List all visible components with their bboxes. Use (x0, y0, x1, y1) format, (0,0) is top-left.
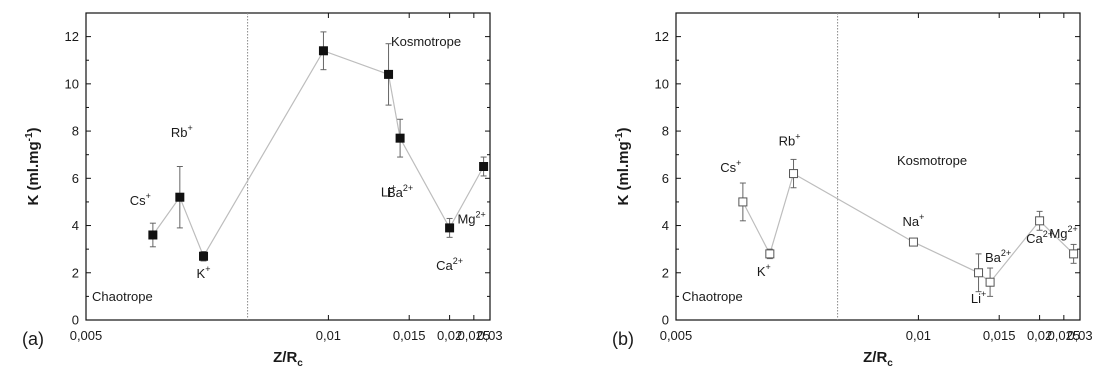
x-tick-label: 0,03 (1067, 328, 1092, 343)
y-tick-label: 0 (662, 313, 669, 328)
region-label-chaotrope: Chaotrope (92, 289, 153, 304)
region-label-chaotrope: Chaotrope (682, 289, 743, 304)
y-tick-label: 4 (72, 218, 79, 233)
ion-label-rb: Rb+ (171, 123, 193, 140)
ion-charge: + (391, 182, 396, 192)
panel-label: (a) (22, 329, 44, 349)
data-point (384, 69, 394, 79)
data-point (175, 192, 185, 202)
x-tick-label: 0,03 (477, 328, 502, 343)
data-point (148, 230, 158, 240)
data-point (1035, 216, 1045, 226)
y-tick-label: 2 (662, 265, 669, 280)
plot-frame (85, 12, 491, 321)
ion-label-ca: Ca2+ (436, 256, 463, 273)
x-tick-label: 0,025 (1048, 328, 1081, 343)
y-tick-label: 4 (662, 218, 669, 233)
series-line (742, 172, 1075, 284)
y-tick-label: 6 (72, 171, 79, 186)
y-tick-label: 8 (72, 124, 79, 139)
ion-label-rb: Rb+ (779, 132, 801, 149)
ion-charge: + (205, 264, 210, 274)
data-point (765, 249, 775, 259)
ion-charge: 2+ (1043, 229, 1053, 239)
ion-label-li: Li+ (971, 289, 986, 306)
panel-label: (b) (612, 329, 634, 349)
y-axis-label: K (ml.mg-1) (24, 127, 42, 205)
y-axis-label-superscript: -1 (614, 132, 625, 141)
x-tick-label: 0,02 (1027, 328, 1052, 343)
data-point (395, 133, 405, 143)
x-tick-label: 0,01 (316, 328, 341, 343)
data-point (974, 268, 984, 278)
ion-charge: + (981, 289, 986, 299)
ion-charge: 2+ (453, 256, 463, 266)
data-point (985, 277, 995, 287)
region-label-kosmotrope: Kosmotrope (897, 153, 967, 168)
plot-frame (675, 12, 1081, 321)
data-point (738, 197, 748, 207)
y-tick-label: 2 (72, 265, 79, 280)
ion-label-cs: Cs+ (720, 158, 741, 175)
y-axis-label-close: ) (25, 127, 42, 132)
y-tick-label: 8 (662, 124, 669, 139)
ion-label-k: K+ (757, 262, 771, 279)
x-axis-label: Z/Rc (863, 349, 893, 369)
y-axis-label: K (ml.mg-1) (614, 127, 632, 205)
data-point (199, 251, 209, 261)
y-tick-label: 6 (662, 171, 669, 186)
x-axis-label-subscript: c (297, 358, 303, 369)
ion-charge: + (188, 123, 193, 133)
x-tick-label: 0,005 (660, 328, 693, 343)
ion-charge: + (146, 191, 151, 201)
ion-charge: + (736, 158, 741, 168)
x-tick-label: 0,015 (983, 328, 1016, 343)
x-tick-label: 0,01 (906, 328, 931, 343)
ion-charge: + (795, 132, 800, 142)
y-tick-label: 12 (655, 29, 669, 44)
x-axis-label-subscript: c (887, 358, 893, 369)
y-axis-label-superscript: -1 (24, 132, 35, 141)
x-tick-label: 0,015 (393, 328, 426, 343)
y-tick-label: 12 (65, 29, 79, 44)
x-tick-label: 0,02 (437, 328, 462, 343)
x-tick-label: 0,005 (70, 328, 103, 343)
ion-charge: 2+ (1068, 224, 1078, 234)
ion-charge: 2+ (1001, 248, 1011, 258)
data-point (908, 237, 918, 247)
y-tick-label: 10 (65, 76, 79, 91)
ion-charge: + (919, 212, 924, 222)
y-tick-label: 0 (72, 313, 79, 328)
y-axis-label-close: ) (615, 127, 632, 132)
data-point (1069, 249, 1079, 259)
x-tick-label: 0,025 (458, 328, 491, 343)
data-point (479, 162, 489, 171)
ion-charge: + (766, 262, 771, 272)
ion-label-ba: Ba2+ (985, 248, 1011, 265)
ion-label-k: K+ (197, 264, 211, 281)
x-axis-label: Z/Rc (273, 349, 303, 369)
ion-label-mg: Mg2+ (457, 210, 485, 227)
ion-label-ba: Ba2+ (387, 183, 413, 200)
ion-charge: 2+ (403, 183, 413, 193)
ion-label-cs: Cs+ (130, 191, 151, 208)
ion-charge: 2+ (476, 210, 486, 220)
series-line (152, 50, 485, 258)
ion-label-mg: Mg2+ (1049, 224, 1077, 241)
data-point (445, 223, 455, 233)
ion-label-na: Na+ (903, 212, 925, 229)
data-point (789, 169, 799, 179)
data-point (318, 46, 328, 56)
region-label-kosmotrope: Kosmotrope (391, 34, 461, 49)
y-tick-label: 10 (655, 76, 669, 91)
